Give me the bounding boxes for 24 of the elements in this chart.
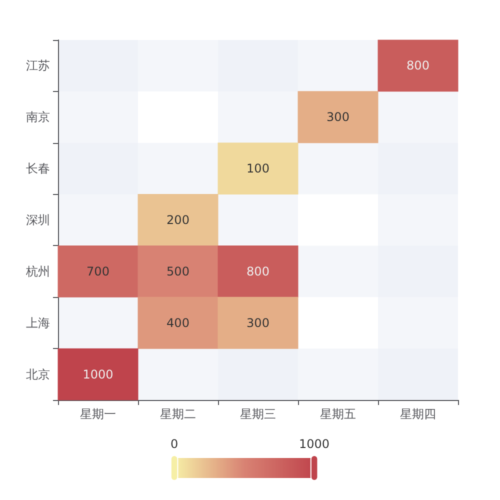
x-tick-label: 星期三: [240, 407, 276, 421]
x-tick-label: 星期一: [80, 407, 116, 421]
data-label: 300: [326, 110, 350, 124]
y-tick-label: 深圳: [26, 213, 50, 227]
color-bar-label: 0: [170, 437, 178, 451]
data-label: 100: [246, 162, 270, 176]
data-label: 400: [166, 316, 190, 330]
y-tick-label: 杭州: [25, 264, 50, 278]
data-label: 1000: [82, 367, 114, 382]
data-label: 200: [166, 213, 190, 227]
y-tick-label: 长春: [26, 162, 50, 176]
color-bar-label: 1000: [299, 437, 330, 451]
data-label: 800: [406, 58, 430, 73]
x-tick-label: 星期五: [320, 407, 356, 421]
x-tick-label: 星期四: [400, 407, 436, 421]
data-label: 300: [246, 316, 270, 330]
y-tick-label: 南京: [26, 110, 50, 124]
data-label: 500: [166, 264, 190, 278]
data-label: 700: [86, 264, 110, 278]
data-label: 800: [246, 264, 270, 278]
y-tick-label: 上海: [26, 316, 50, 330]
y-tick-label: 江苏: [26, 58, 50, 73]
y-tick-label: 北京: [26, 367, 50, 382]
x-tick-label: 星期二: [160, 407, 196, 421]
